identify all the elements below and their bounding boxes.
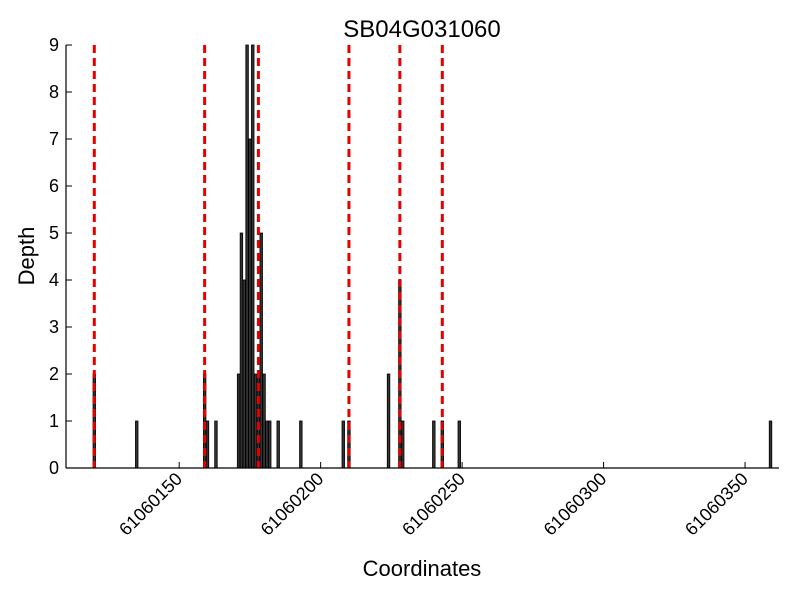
y-axis-title: Depth (14, 227, 39, 286)
bar (259, 232, 263, 469)
bar (341, 420, 345, 469)
bar (265, 420, 269, 469)
bar (401, 420, 405, 469)
y-tick-label: 0 (49, 458, 59, 478)
plot-area: 0 1 2 3 4 5 6 7 8 9 61060150 61060200 61060250 610603… (49, 35, 779, 539)
x-tick-label: 61060150 (115, 469, 186, 540)
bar (268, 420, 272, 469)
bar (299, 420, 303, 469)
x-tick-label: 61060350 (681, 469, 752, 540)
bar (432, 420, 436, 469)
chart-title: SB04G031060 (343, 16, 500, 43)
x-tick-label: 61060250 (398, 469, 469, 540)
bar (262, 373, 266, 469)
bar (248, 138, 252, 469)
bar (242, 279, 246, 469)
bar (205, 420, 210, 469)
bar (239, 232, 244, 469)
bar (276, 420, 280, 469)
x-tick-label: 61060200 (257, 469, 328, 540)
y-tick-label: 1 (49, 411, 59, 431)
y-tick-label: 7 (49, 129, 59, 149)
y-tick-label: 9 (49, 35, 59, 55)
y-tick-label: 4 (49, 270, 59, 290)
bar (768, 420, 773, 469)
bar (251, 44, 255, 469)
y-tick-label: 3 (49, 317, 59, 337)
bar (457, 420, 461, 469)
bar (245, 44, 249, 469)
x-axis-title: Coordinates (363, 556, 482, 581)
bar (214, 420, 218, 469)
y-tick-label: 8 (49, 82, 59, 102)
y-tick-label: 6 (49, 176, 59, 196)
y-tick-label: 2 (49, 364, 59, 384)
bar (135, 420, 139, 469)
bar (236, 373, 241, 469)
y-tick-label: 5 (49, 223, 59, 243)
x-tick-label: 61060300 (540, 469, 611, 540)
bar (386, 373, 391, 469)
bar (253, 373, 258, 469)
